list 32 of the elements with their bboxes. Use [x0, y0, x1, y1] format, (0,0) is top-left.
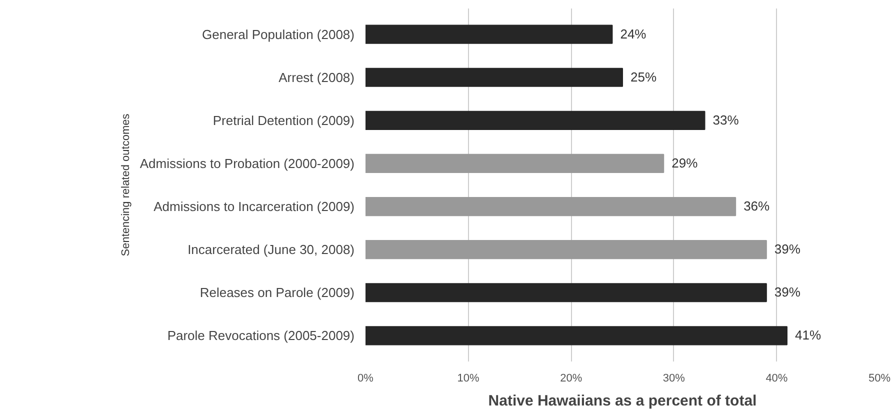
data-label: 39% [774, 242, 801, 257]
bar [366, 110, 706, 130]
bar [366, 326, 788, 346]
bar [366, 154, 664, 174]
bar [366, 240, 767, 260]
y-tick-label: Arrest (2008) [278, 70, 355, 85]
y-tick-label: Admissions to Incarceration (2009) [154, 199, 355, 214]
data-label: 41% [794, 328, 822, 343]
data-label: 36% [744, 198, 770, 214]
data-label: 39% [774, 284, 801, 300]
x-tick-label: 30% [662, 372, 686, 384]
y-tick-label: Admissions to Probation (2000-2009) [140, 156, 355, 171]
x-tick-label: 40% [766, 372, 788, 384]
data-label: 33% [712, 112, 740, 128]
x-tick-label: 20% [560, 372, 582, 384]
bar [366, 283, 767, 302]
y-tick-label: General Population (2008) [202, 26, 355, 42]
text: Sentencing related outcomes [120, 113, 132, 256]
bar [366, 196, 736, 216]
x-tick-label: 0% [358, 372, 374, 384]
data-label: 24% [620, 26, 647, 42]
x-tick-label: 10% [457, 372, 480, 384]
y-tick-label: Releases on Parole (2009) [200, 285, 355, 300]
y-tick-label: Pretrial Detention (2009) [212, 112, 355, 128]
x-tick-label: 50% [868, 372, 891, 384]
bar [366, 24, 613, 44]
y-tick-label: Parole Revocations (2005-2009) [167, 328, 355, 344]
bar [366, 68, 623, 87]
data-label: 29% [672, 155, 698, 170]
data-label: 25% [630, 69, 657, 84]
y-tick-label: Incarcerated (June 30, 2008) [188, 242, 354, 258]
x-axis-title: Native Hawaiians as a percent of total [488, 392, 757, 410]
